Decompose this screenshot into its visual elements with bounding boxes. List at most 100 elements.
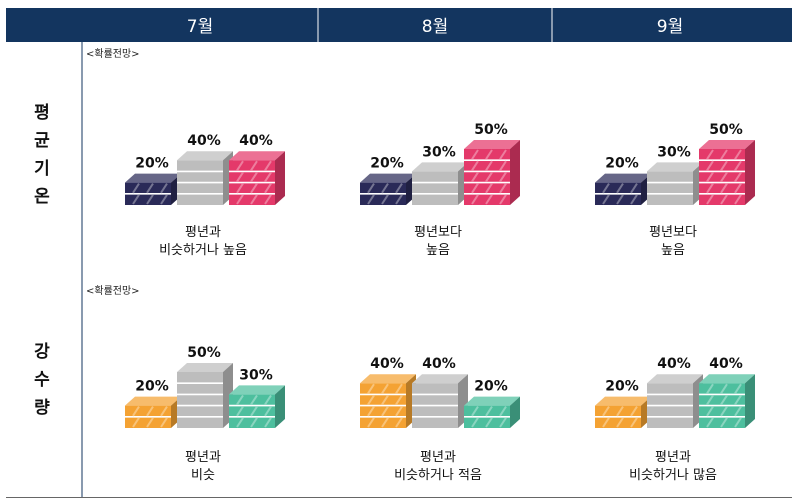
bar-texture	[236, 394, 244, 406]
caption-line: 높음	[426, 243, 450, 258]
bar-texture	[616, 417, 624, 428]
bar-texture	[706, 149, 714, 160]
caption-line: 비슷	[191, 468, 215, 483]
bar-texture	[250, 417, 258, 428]
value-label: 20%	[605, 379, 639, 395]
bar-top	[647, 374, 703, 384]
bar-texture	[264, 171, 272, 183]
bar-texture	[236, 171, 244, 183]
value-label: 20%	[605, 156, 639, 172]
bar-texture	[706, 171, 714, 183]
bar-texture	[471, 417, 479, 428]
caption-line: 평년과	[420, 450, 456, 465]
bar-texture	[471, 194, 479, 205]
value-label: 30%	[422, 144, 456, 160]
bar-texture	[706, 160, 714, 171]
row-label-char: 평	[34, 103, 50, 123]
bar-texture	[720, 406, 728, 417]
bar-texture	[602, 417, 610, 428]
bar-texture	[471, 160, 479, 171]
bar-texture	[236, 160, 244, 171]
caption-line: 평년과	[655, 450, 691, 465]
bar-side	[510, 140, 520, 205]
bar-texture	[395, 406, 403, 417]
bar-below-0-1	[360, 173, 416, 205]
bar-texture	[720, 394, 728, 406]
bar-texture	[236, 183, 244, 194]
bar-texture	[734, 406, 742, 417]
header-bar	[6, 8, 792, 42]
value-label: 20%	[135, 379, 169, 395]
bar-texture	[367, 383, 375, 394]
caption-line: 평년보다	[649, 225, 697, 240]
bar-texture	[499, 406, 507, 417]
bar-side	[275, 151, 285, 205]
bar-texture	[146, 194, 154, 205]
bar-above-1-0	[229, 385, 285, 428]
caption-line: 평년과	[185, 225, 221, 240]
bar-texture	[367, 417, 375, 428]
bar-below-1-1	[360, 374, 416, 428]
bar-texture	[160, 417, 168, 428]
temp-probability-note: <확률전망>	[86, 48, 140, 60]
bar-texture	[734, 394, 742, 406]
row-label-char: 수	[34, 370, 50, 390]
bar-top	[464, 140, 520, 149]
bar-texture	[160, 194, 168, 205]
bar-texture	[485, 417, 493, 428]
bar-texture	[471, 406, 479, 417]
bar-above-0-0	[229, 151, 285, 205]
bar-texture	[395, 394, 403, 406]
bar-front	[647, 171, 693, 205]
bar-texture	[250, 194, 258, 205]
bar-below-1-0	[125, 396, 181, 428]
bar-texture	[706, 394, 714, 406]
bar-texture	[367, 194, 375, 205]
bar-texture	[734, 194, 742, 205]
row-label-char: 량	[34, 398, 50, 418]
bar-texture	[367, 183, 375, 194]
value-label: 40%	[239, 133, 273, 149]
bar-texture	[132, 194, 140, 205]
bar-texture	[471, 183, 479, 194]
bar-front	[412, 171, 458, 205]
bar-side	[745, 140, 755, 205]
bar-texture	[734, 160, 742, 171]
bar-above-0-1	[464, 140, 520, 205]
value-label: 40%	[709, 356, 743, 372]
bar-texture	[395, 417, 403, 428]
caption-line: 높음	[661, 243, 685, 258]
bar-top	[595, 396, 651, 406]
caption-line: 비슷하거나 높음	[159, 243, 247, 258]
bar-texture	[250, 171, 258, 183]
bar-below-1-2	[595, 396, 651, 428]
value-label: 20%	[135, 156, 169, 172]
bar-top	[464, 396, 520, 406]
bar-texture	[499, 417, 507, 428]
value-label: 40%	[422, 356, 456, 372]
bar-near-0-1	[412, 162, 468, 205]
bar-top	[177, 151, 233, 161]
bar-texture	[367, 394, 375, 406]
value-label: 50%	[187, 345, 221, 361]
bar-texture	[720, 417, 728, 428]
bar-texture	[132, 406, 140, 417]
bar-above-1-1	[464, 396, 520, 428]
bar-texture	[734, 417, 742, 428]
bar-texture	[706, 383, 714, 394]
row-label-char: 강	[34, 342, 50, 362]
bar-texture	[471, 171, 479, 183]
bar-near-1-2	[647, 374, 703, 428]
caption-line: 평년과	[185, 450, 221, 465]
bar-texture	[499, 183, 507, 194]
bar-texture	[485, 183, 493, 194]
caption-line: 비슷하거나 적음	[394, 468, 482, 483]
bar-texture	[630, 183, 638, 194]
bar-texture	[250, 160, 258, 171]
month-header-7: 7월	[187, 17, 213, 37]
bar-texture	[499, 194, 507, 205]
value-label: 30%	[239, 367, 273, 383]
bar-texture	[720, 183, 728, 194]
value-label: 40%	[370, 356, 404, 372]
